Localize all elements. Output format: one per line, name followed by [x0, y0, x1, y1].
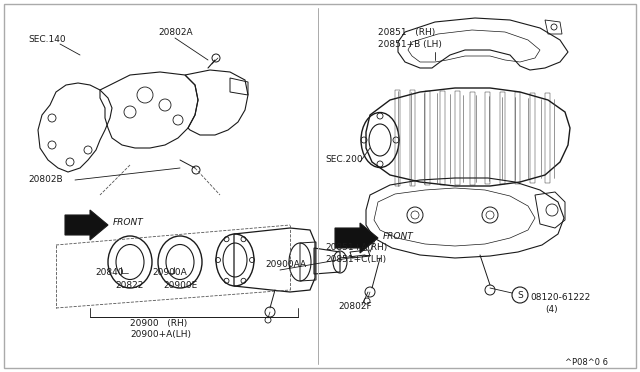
Text: 20900E: 20900E	[163, 281, 197, 290]
Text: 20802B: 20802B	[28, 175, 63, 184]
Text: 20840: 20840	[95, 268, 124, 277]
Text: 20822: 20822	[115, 281, 143, 290]
Text: 20851+A(RH): 20851+A(RH)	[325, 243, 387, 252]
Text: FRONT: FRONT	[113, 218, 144, 227]
Text: SEC.140: SEC.140	[28, 35, 66, 44]
Text: 20802F: 20802F	[338, 302, 372, 311]
Text: SEC.200: SEC.200	[325, 155, 363, 164]
Polygon shape	[335, 223, 378, 253]
Text: 20802A: 20802A	[158, 28, 193, 37]
Text: 20900+A(LH): 20900+A(LH)	[130, 330, 191, 339]
Polygon shape	[65, 210, 108, 240]
Text: S: S	[517, 291, 523, 299]
Text: 20900AA: 20900AA	[265, 260, 306, 269]
Text: 20900A: 20900A	[152, 268, 187, 277]
Text: 20851+B (LH): 20851+B (LH)	[378, 40, 442, 49]
Text: 20851   (RH): 20851 (RH)	[378, 28, 435, 37]
Text: 20900   (RH): 20900 (RH)	[130, 319, 188, 328]
Text: FRONT: FRONT	[383, 232, 413, 241]
Text: ^P08^0 6: ^P08^0 6	[565, 358, 608, 367]
Text: (4): (4)	[545, 305, 557, 314]
Text: 20851+C(LH): 20851+C(LH)	[325, 255, 386, 264]
Text: 08120-61222: 08120-61222	[530, 293, 590, 302]
